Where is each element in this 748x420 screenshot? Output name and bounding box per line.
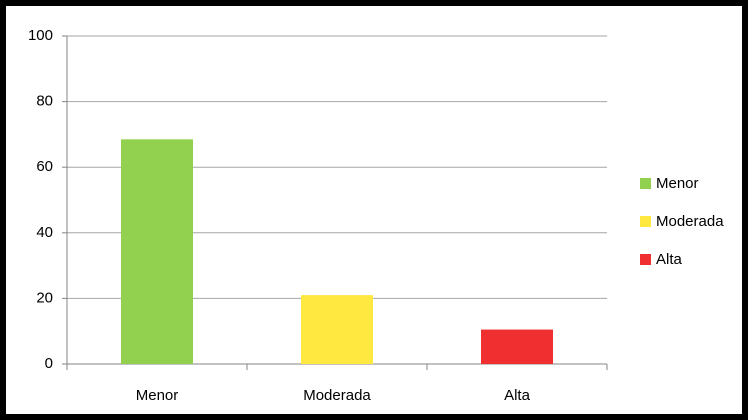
y-tick-label: 80 <box>36 93 53 110</box>
legend-label: Alta <box>656 251 683 268</box>
y-tick-label: 100 <box>28 27 53 44</box>
legend-label: Menor <box>656 175 699 192</box>
bar <box>301 295 373 364</box>
legend-swatch <box>640 178 651 189</box>
x-tick-label: Moderada <box>303 387 371 404</box>
y-tick-label: 40 <box>36 224 53 241</box>
y-tick-label: 20 <box>36 289 53 306</box>
x-tick-label: Alta <box>504 387 531 404</box>
legend-swatch <box>640 216 651 227</box>
y-tick-label: 0 <box>45 355 53 372</box>
legend-label: Moderada <box>656 213 724 230</box>
x-tick-label: Menor <box>136 387 179 404</box>
bar <box>121 139 193 364</box>
legend-swatch <box>640 254 651 265</box>
y-tick-label: 60 <box>36 158 53 175</box>
bar <box>481 329 553 364</box>
